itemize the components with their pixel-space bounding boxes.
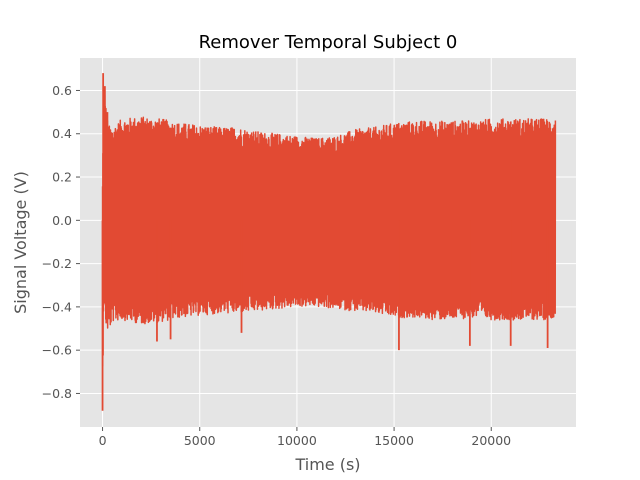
y-tick-label-0: 0.6 <box>52 83 72 98</box>
x-tick-label-4: 20000 <box>471 433 511 448</box>
x-tick-label-3: 15000 <box>374 433 414 448</box>
y-tick-label-5: −0.4 <box>42 299 72 314</box>
y-tick-label-6: −0.6 <box>42 343 72 358</box>
y-tick-label-4: −0.2 <box>42 256 72 271</box>
chart-title: Remover Temporal Subject 0 <box>199 32 458 53</box>
series-layer <box>101 73 557 411</box>
y-tick-label-7: −0.8 <box>42 386 72 401</box>
axis-ticks: 0 5000 10000 15000 20000 0.6 0.4 0.2 0.0 −0.2 −0.4… <box>42 83 512 448</box>
y-tick-label-2: 0.2 <box>52 170 72 185</box>
series-line-0 <box>101 86 557 367</box>
x-tick-label-1: 5000 <box>184 433 216 448</box>
y-tick-label-3: 0.0 <box>52 213 72 228</box>
y-axis-label: Signal Voltage (V) <box>11 171 30 314</box>
x-tick-label-2: 10000 <box>277 433 317 448</box>
x-tick-label-0: 0 <box>99 433 107 448</box>
y-tick-label-1: 0.4 <box>52 126 72 141</box>
x-axis-label: Time (s) <box>294 455 360 474</box>
